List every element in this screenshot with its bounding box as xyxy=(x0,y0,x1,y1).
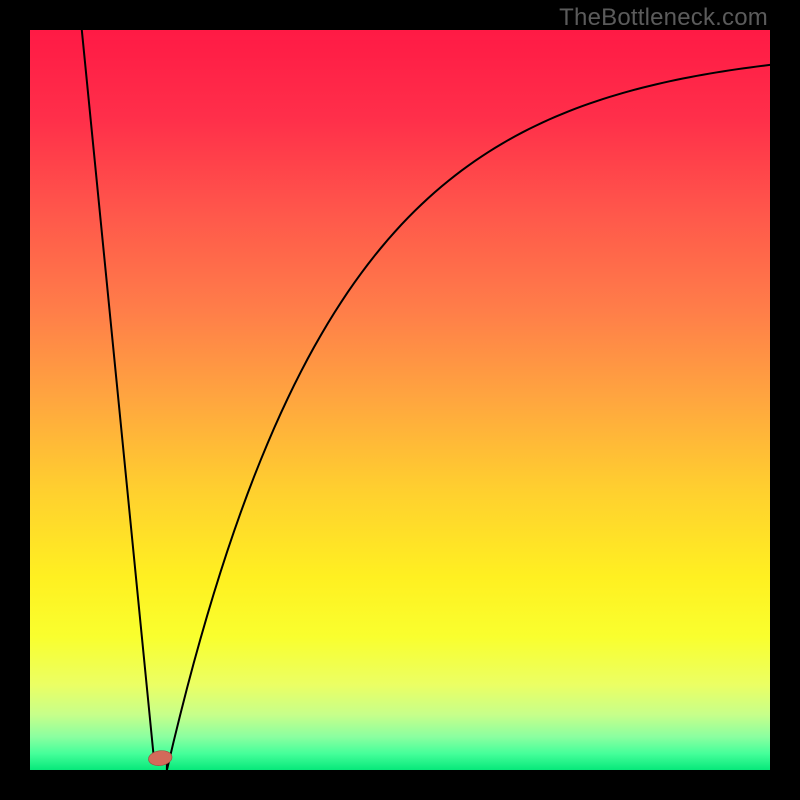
bottleneck-curve xyxy=(82,30,770,770)
bottleneck-curve-layer xyxy=(30,30,770,770)
plot-area xyxy=(30,30,770,770)
chart-stage: TheBottleneck.com xyxy=(0,0,800,800)
watermark-text: TheBottleneck.com xyxy=(559,4,768,32)
